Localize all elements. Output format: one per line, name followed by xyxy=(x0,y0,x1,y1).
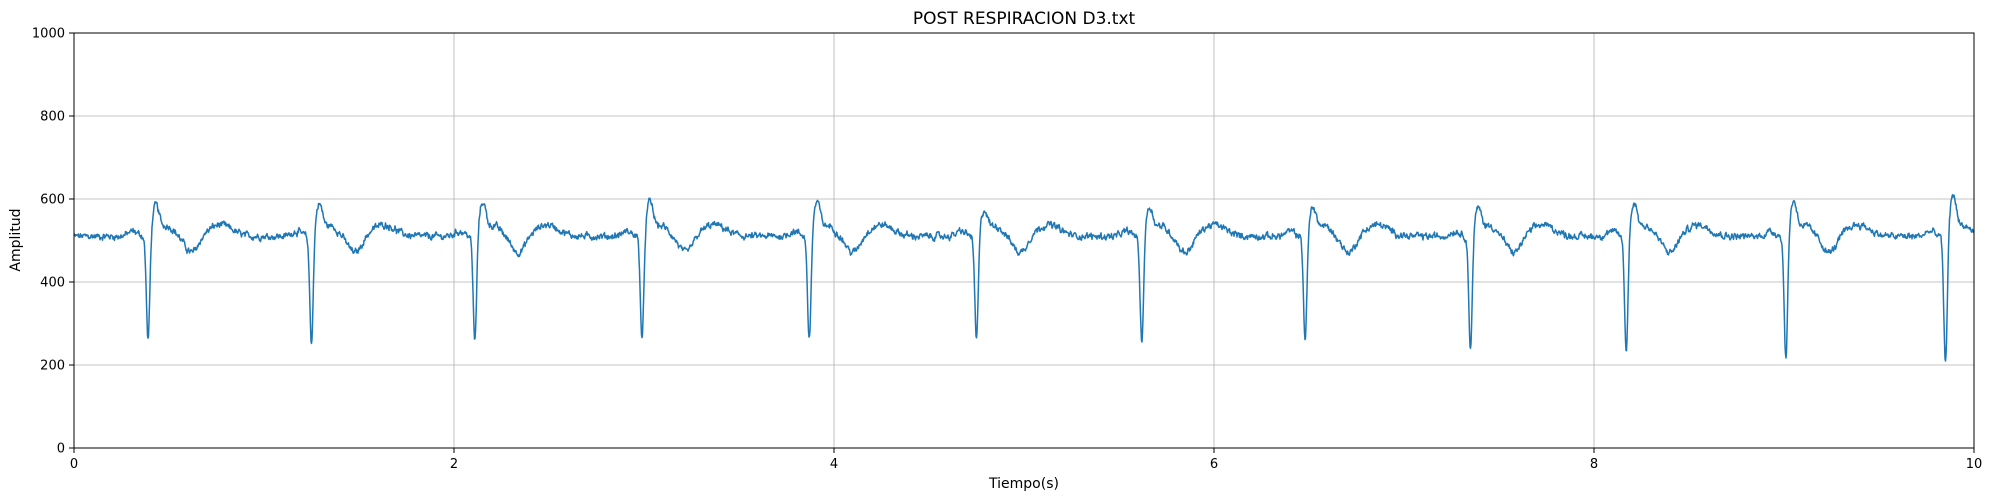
plot-frame xyxy=(73,32,1975,449)
series-layer xyxy=(73,194,1975,362)
y-tick-label: 0 xyxy=(57,442,65,457)
y-tick-label: 1000 xyxy=(32,27,65,42)
x-tick-label: 6 xyxy=(1210,457,1218,472)
x-tick-label: 10 xyxy=(1966,457,1983,472)
y-tick-label: 400 xyxy=(40,276,65,291)
x-axis-label: Tiempo(s) xyxy=(988,476,1059,492)
y-tick-label: 600 xyxy=(40,193,65,208)
series-line xyxy=(73,194,1975,362)
y-tick-label: 800 xyxy=(40,110,65,125)
y-axis-label: Amplitud xyxy=(8,208,24,271)
x-tick-label: 0 xyxy=(70,457,78,472)
x-tick-label: 8 xyxy=(1590,457,1598,472)
x-tick-label: 4 xyxy=(830,457,838,472)
y-tick-label: 200 xyxy=(40,359,65,374)
chart-title: POST RESPIRACION D3.txt xyxy=(913,9,1136,29)
y-axis: 0 200 400 600 800 1000 xyxy=(32,27,74,457)
x-tick-label: 2 xyxy=(450,457,458,472)
x-axis: 0 2 4 6 8 10 xyxy=(70,448,1982,472)
